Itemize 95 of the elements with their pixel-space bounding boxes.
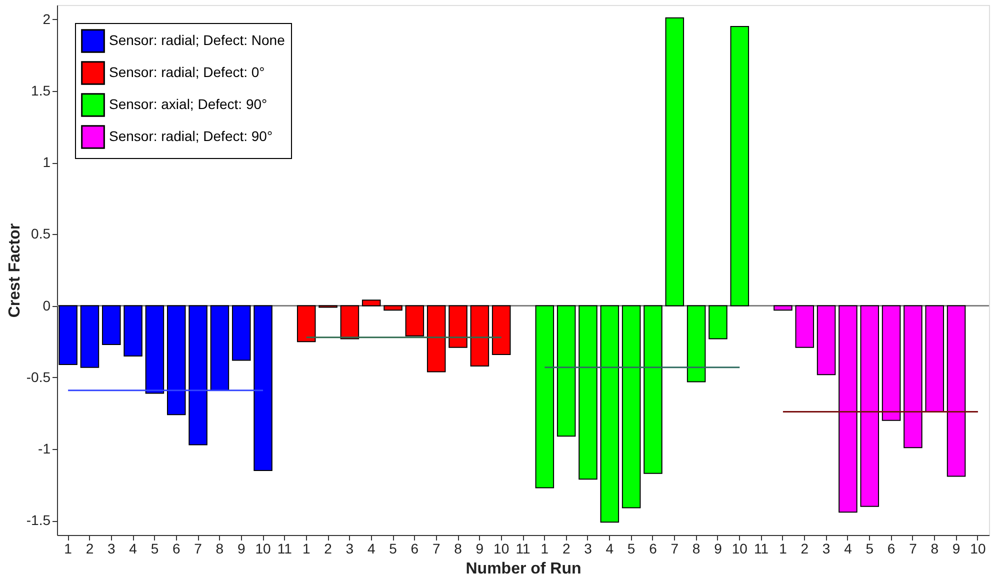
bar (556, 305, 576, 437)
y-tick-label: -1.5 (26, 512, 51, 528)
bar (665, 17, 684, 306)
y-tick-label: -1 (38, 440, 51, 457)
x-tick-label: 7 (432, 540, 440, 556)
bar (405, 305, 424, 336)
x-tick-label: 1 (779, 540, 788, 556)
x-tick-label: 3 (107, 540, 116, 556)
bar (882, 305, 901, 421)
bar (795, 305, 814, 348)
bar (904, 305, 922, 448)
bar (686, 305, 706, 382)
y-axis-title: Crest Factor (6, 223, 24, 318)
bar (296, 305, 316, 342)
x-tick-label: 4 (129, 540, 138, 556)
x-tick-label: 10 (732, 540, 748, 556)
y-tick-label: 0.5 (31, 226, 51, 242)
x-tick-label: 4 (367, 540, 376, 556)
bar (774, 305, 792, 311)
x-tick-label: 9 (714, 540, 722, 556)
x-tick-label: 10 (970, 540, 986, 556)
bar (145, 305, 164, 394)
y-tick-label: 2 (42, 10, 51, 27)
x-tick-label: 6 (649, 540, 658, 556)
x-tick-label: 9 (237, 540, 246, 556)
bar (946, 305, 966, 477)
legend-label: Sensor: axial; Defect: 90° (109, 96, 268, 112)
bar (232, 305, 251, 361)
x-tick-label: 11 (277, 540, 292, 556)
bar (470, 305, 490, 366)
x-tick-label: 3 (584, 540, 592, 556)
bar (426, 305, 446, 372)
legend-label: Sensor: radial; Defect: 90° (109, 128, 273, 144)
x-tick-label: 2 (562, 540, 570, 556)
y-tick-label: 1.5 (31, 82, 51, 98)
bar (362, 300, 381, 306)
x-tick-label: 8 (454, 540, 462, 556)
bar (860, 305, 880, 507)
bar (622, 305, 641, 508)
x-tick-label: 8 (692, 540, 700, 556)
bar (188, 305, 208, 446)
x-axis-title: Number of Run (466, 560, 582, 578)
x-tick-label: 8 (930, 540, 939, 556)
bar (730, 26, 750, 306)
x-tick-label: 5 (866, 540, 874, 556)
x-tick-label: 1 (64, 540, 72, 556)
x-tick-label: 7 (909, 540, 918, 556)
bar (124, 305, 142, 356)
bar (925, 305, 944, 412)
x-tick-label: 4 (844, 540, 852, 556)
bar (58, 305, 78, 366)
x-tick-label: 5 (627, 540, 636, 556)
x-tick-label: 7 (194, 540, 202, 556)
x-tick-label: 6 (172, 540, 180, 556)
bar (492, 305, 511, 356)
x-tick-label: 6 (887, 540, 896, 556)
x-tick-label: 4 (606, 540, 614, 556)
x-tick-label: 5 (150, 540, 159, 556)
bar (708, 305, 728, 340)
bar (102, 305, 121, 345)
x-tick-label: 1 (302, 540, 310, 556)
bar (816, 305, 836, 376)
x-tick-label: 9 (476, 540, 484, 556)
bar (254, 305, 272, 472)
x-tick-label: 11 (516, 540, 530, 556)
x-tick-label: 1 (540, 540, 549, 556)
y-tick-label: -0.5 (26, 368, 51, 385)
bar (448, 305, 468, 348)
bar (838, 305, 858, 513)
x-tick-label: 2 (86, 540, 94, 556)
bar (535, 305, 554, 488)
y-tick-label: 1 (42, 154, 51, 170)
x-tick-label: 2 (324, 540, 332, 556)
x-tick-label: 8 (216, 540, 224, 556)
x-tick-label: 3 (822, 540, 830, 556)
bar (80, 305, 100, 368)
x-tick-label: 5 (389, 540, 398, 556)
bar (210, 305, 230, 391)
bar (644, 305, 662, 474)
x-tick-label: 10 (494, 540, 510, 556)
bar (600, 305, 620, 523)
legend-label: Sensor: radial; Defect: None (109, 32, 286, 48)
legend-label: Sensor: radial; Defect: 0° (109, 64, 265, 80)
bar (340, 305, 360, 340)
x-tick-label: 7 (670, 540, 679, 556)
bar (384, 305, 402, 311)
x-tick-label: 11 (754, 540, 769, 556)
x-tick-label: 10 (255, 540, 272, 556)
y-tick-label: 0 (42, 297, 51, 314)
x-tick-label: 3 (346, 540, 354, 556)
x-tick-label: 9 (952, 540, 960, 556)
bar (578, 305, 598, 480)
x-tick-label: 2 (800, 540, 809, 556)
x-tick-label: 6 (410, 540, 419, 556)
bar (166, 305, 186, 416)
